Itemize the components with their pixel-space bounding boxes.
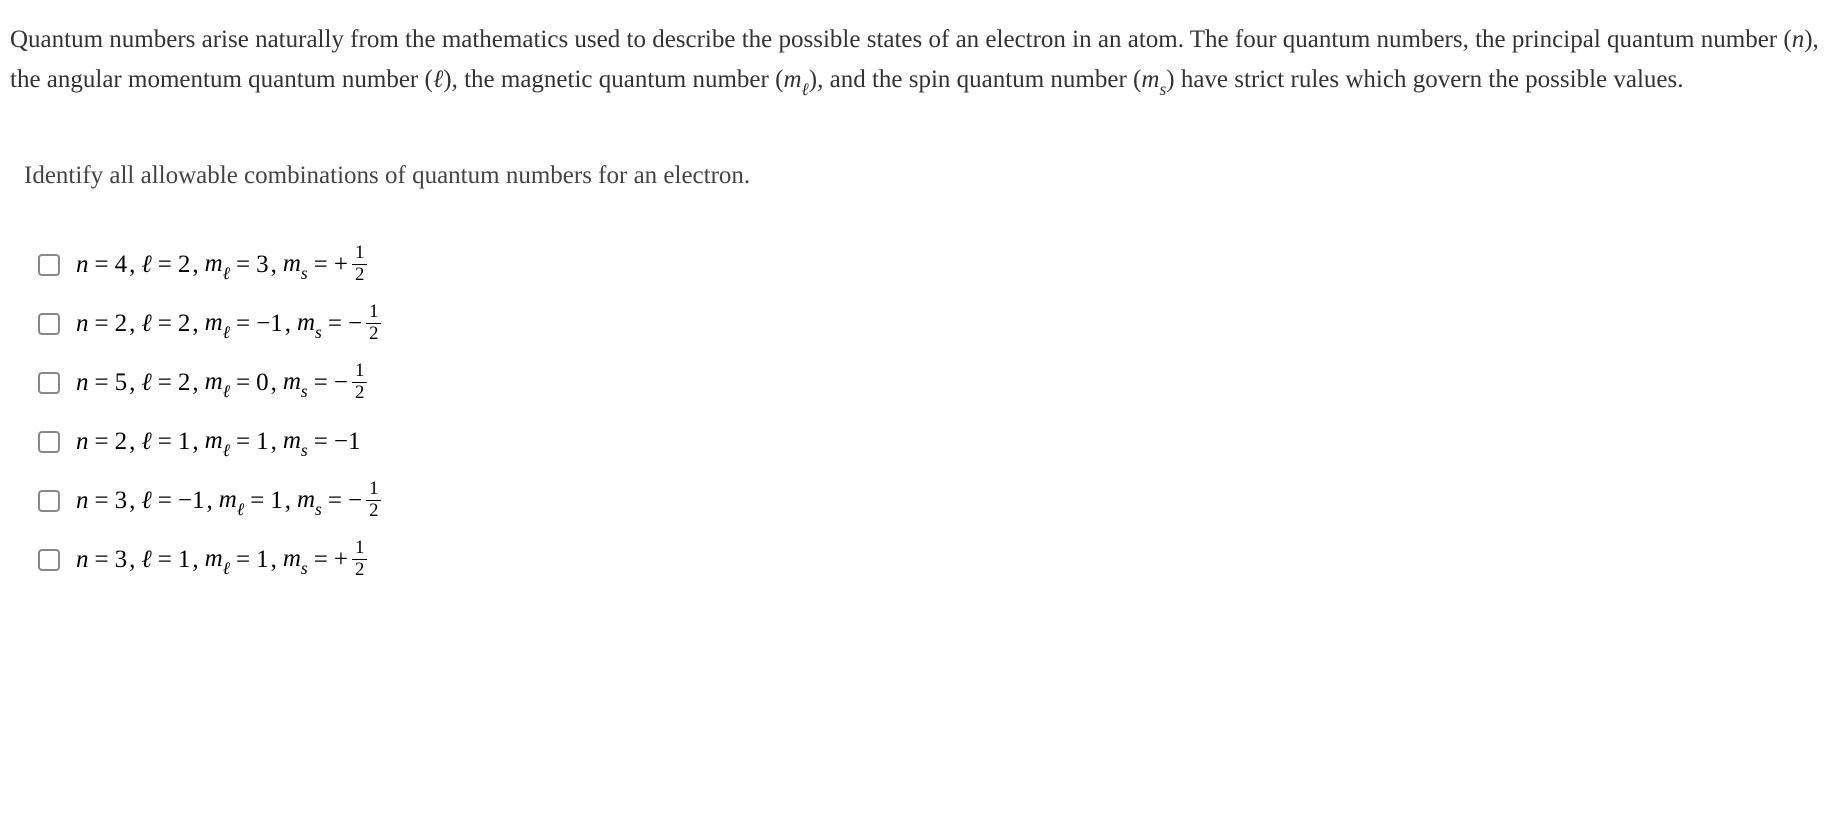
option-checkbox[interactable] [38,549,60,571]
option-checkbox[interactable] [38,490,60,512]
intro-paragraph: Quantum numbers arise naturally from the… [10,20,1838,101]
option-checkbox[interactable] [38,372,60,394]
option-row: n=4,ℓ=2,mℓ=3,ms=+12 [38,244,1838,285]
option-checkbox[interactable] [38,431,60,453]
question-prompt: Identify all allowable combinations of q… [10,156,1838,196]
option-label: n=2,ℓ=2,mℓ=−1,ms=−12 [76,303,381,344]
option-row: n=2,ℓ=2,mℓ=−1,ms=−12 [38,303,1838,344]
option-label: n=2,ℓ=1,mℓ=1,ms=−1 [76,421,360,462]
option-label: n=5,ℓ=2,mℓ=0,ms=−12 [76,362,367,403]
options-list: n=4,ℓ=2,mℓ=3,ms=+12 n=2,ℓ=2,mℓ=−1,ms=−12 n… [10,244,1838,580]
option-checkbox[interactable] [38,313,60,335]
option-label: n=3,ℓ=−1,mℓ=1,ms=−12 [76,480,381,521]
option-row: n=3,ℓ=1,mℓ=1,ms=+12 [38,539,1838,580]
option-label: n=3,ℓ=1,mℓ=1,ms=+12 [76,539,367,580]
option-label: n=4,ℓ=2,mℓ=3,ms=+12 [76,244,367,285]
option-row: n=5,ℓ=2,mℓ=0,ms=−12 [38,362,1838,403]
option-row: n=3,ℓ=−1,mℓ=1,ms=−12 [38,480,1838,521]
option-row: n=2,ℓ=1,mℓ=1,ms=−1 [38,421,1838,462]
option-checkbox[interactable] [38,254,60,276]
